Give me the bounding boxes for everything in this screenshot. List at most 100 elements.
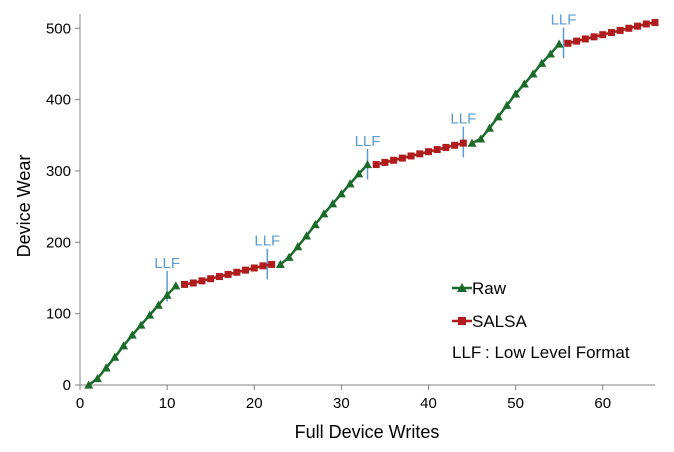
llf-annotation-label: LLF — [355, 133, 381, 150]
y-tick-label: 400 — [46, 92, 71, 109]
series-layer — [84, 19, 659, 389]
legend-raw-marker — [457, 283, 467, 292]
raw-data-point — [476, 134, 486, 143]
raw-data-point — [511, 89, 521, 98]
salsa-data-point — [607, 29, 615, 37]
x-tick-label: 10 — [159, 395, 176, 412]
raw-data-point — [293, 242, 303, 251]
legend-salsa-label: SALSA — [472, 312, 527, 331]
raw-data-point — [363, 160, 372, 169]
raw-data-point — [467, 138, 477, 147]
legend: Raw SALSA LLF : Low Level Format — [452, 279, 630, 362]
raw-data-point — [484, 123, 494, 132]
salsa-data-point — [242, 266, 250, 274]
llf-annotation-label: LLF — [450, 111, 476, 128]
y-tick-label: 300 — [46, 163, 71, 180]
raw-data-point — [171, 281, 181, 290]
raw-data-point — [336, 189, 346, 198]
salsa-data-point — [581, 35, 589, 43]
x-tick-label: 60 — [594, 395, 611, 412]
salsa-data-point — [407, 152, 415, 160]
raw-data-point — [302, 231, 312, 240]
salsa-data-point — [424, 148, 432, 156]
raw-data-point — [110, 352, 120, 361]
raw-data-point — [528, 69, 538, 78]
salsa-data-point — [590, 33, 598, 41]
y-tick-label: 500 — [46, 20, 71, 37]
salsa-data-point — [634, 22, 642, 30]
y-tick-label: 0 — [63, 377, 71, 394]
salsa-data-point — [433, 146, 441, 154]
salsa-data-point — [459, 139, 467, 147]
raw-data-point — [92, 374, 102, 383]
raw-data-point — [493, 112, 503, 121]
x-tick-label: 40 — [420, 395, 437, 412]
raw-data-point — [319, 209, 329, 218]
salsa-data-point — [442, 143, 450, 151]
raw-data-point — [328, 199, 338, 208]
axes: 0 100 200 300 400 500 0 10 20 30 40 50 60 — [46, 14, 655, 412]
raw-data-point — [284, 252, 294, 261]
raw-data-point — [127, 330, 137, 339]
raw-data-point — [554, 39, 564, 48]
salsa-data-point — [573, 37, 581, 45]
salsa-data-point — [398, 154, 406, 162]
raw-data-point — [162, 290, 172, 299]
y-axis-title: Device Wear — [14, 155, 34, 258]
raw-data-point — [537, 58, 547, 67]
salsa-data-point — [381, 158, 389, 166]
x-axis-title: Full Device Writes — [295, 422, 440, 442]
salsa-data-point — [372, 161, 380, 169]
salsa-data-point — [390, 156, 398, 164]
salsa-data-point — [224, 270, 232, 278]
y-tick-label: 200 — [46, 234, 71, 251]
raw-data-point — [310, 219, 320, 229]
salsa-data-point — [625, 24, 633, 32]
x-tick-label: 0 — [76, 395, 84, 412]
llf-annotations: LLF LLF LLF LLF LLF — [154, 12, 576, 302]
raw-data-point — [84, 380, 94, 389]
salsa-data-point — [215, 273, 223, 281]
x-tick-label: 30 — [333, 395, 350, 412]
llf-annotation-label: LLF — [154, 255, 180, 272]
salsa-data-point — [616, 26, 624, 34]
legend-llf-desc: : Low Level Format — [485, 343, 630, 362]
salsa-data-point — [651, 19, 659, 27]
legend-item-salsa: SALSA — [452, 312, 527, 331]
salsa-data-point — [198, 277, 206, 285]
x-tick-label: 50 — [507, 395, 524, 412]
legend-item-raw: Raw — [452, 279, 507, 298]
salsa-data-point — [181, 280, 189, 288]
salsa-data-point — [207, 275, 215, 283]
salsa-data-point — [268, 260, 276, 268]
raw-data-point — [119, 341, 129, 350]
legend-salsa-marker — [458, 317, 466, 325]
raw-data-point — [502, 100, 512, 109]
legend-item-llf: LLF : Low Level Format — [452, 343, 630, 362]
raw-data-point — [545, 49, 555, 58]
raw-data-point — [354, 169, 364, 178]
salsa-data-point — [189, 279, 197, 287]
salsa-data-point — [233, 268, 241, 276]
raw-data-point — [101, 363, 111, 372]
legend-llf-key: LLF — [452, 343, 481, 362]
salsa-data-point — [250, 264, 258, 272]
raw-data-point — [275, 259, 285, 269]
raw-data-point — [145, 310, 155, 319]
x-tick-label: 20 — [246, 395, 263, 412]
salsa-data-point — [564, 39, 572, 47]
salsa-data-point — [642, 20, 650, 28]
raw-data-point — [345, 179, 355, 188]
salsa-data-point — [599, 31, 607, 39]
raw-data-point — [136, 320, 146, 329]
raw-data-point — [519, 79, 529, 88]
y-tick-label: 100 — [46, 306, 71, 323]
llf-annotation-label: LLF — [254, 233, 280, 250]
salsa-data-point — [416, 150, 424, 158]
raw-data-point — [153, 300, 163, 309]
legend-raw-label: Raw — [472, 279, 507, 298]
salsa-data-point — [259, 262, 267, 270]
llf-annotation-label: LLF — [551, 12, 577, 29]
salsa-data-point — [451, 141, 459, 149]
